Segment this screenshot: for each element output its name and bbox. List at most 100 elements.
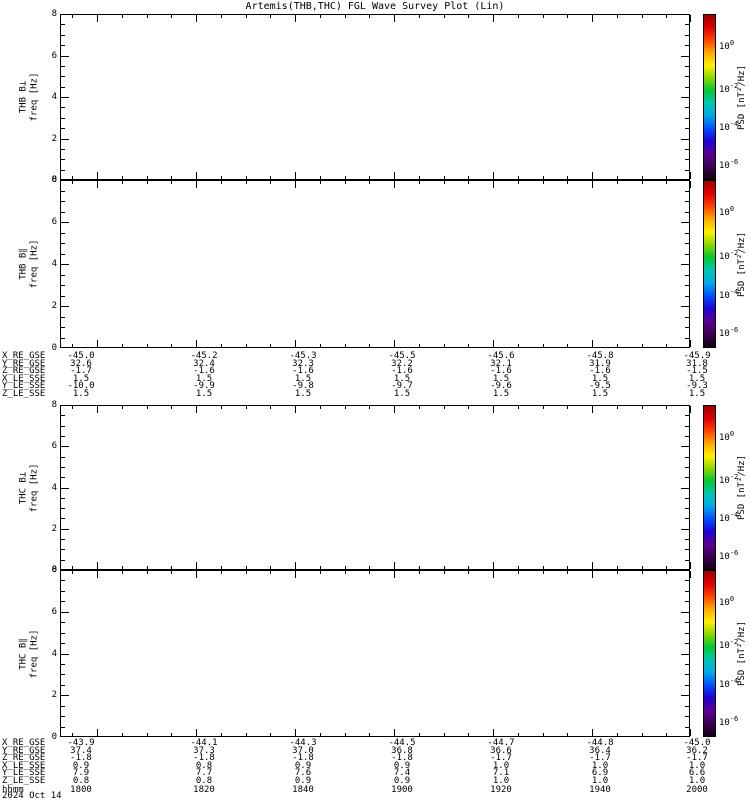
x-minor-tick [146,15,148,18]
colorbar-tick-label: 100 [719,595,735,609]
panel-frame [60,570,690,737]
table-cell: 0.8 [195,776,213,786]
x-minor-tick [121,406,123,409]
x-minor-tick [72,15,74,18]
table-cell: 37.4 [70,745,92,756]
colorbar-tick-label: 10-2 [719,82,739,96]
x-minor-tick [270,181,272,184]
y-tick [61,274,65,276]
x-tick [592,571,593,578]
x-minor-tick [121,571,123,574]
table-cell: 7.4 [393,768,411,779]
x-minor-tick [344,733,346,736]
y-tick [61,128,65,130]
x-minor-tick [542,176,544,179]
y-tick-label: 0 [51,343,57,353]
y-tick [681,306,689,307]
x-minor-tick [616,406,618,409]
table-cell: 1.5 [195,389,213,399]
table-cell: 1.5 [591,373,609,384]
table-row-label: Y_LE_SSE [2,381,46,392]
x-minor-tick [171,733,173,736]
time-cell: 1800 [70,784,92,795]
y-tick [61,487,69,489]
x-minor-tick [542,344,544,347]
y-tick [685,243,689,244]
table-cell: 1.0 [492,760,510,771]
x-tick [196,340,197,347]
y-tick [685,316,689,318]
table-cell: 7.7 [195,768,213,779]
x-minor-tick [270,344,272,347]
y-tick [685,128,689,130]
y-tick [61,222,69,223]
y-tick [61,674,65,676]
y-tick [61,695,69,697]
y-tick [61,435,65,437]
y-tick [61,497,65,499]
table-row-label: X_RE_GSE [2,738,46,748]
y-tick [685,86,689,88]
x-tick [97,406,98,413]
colorbar-tick-label: 10-2 [719,248,739,262]
table-cell: 1.0 [492,776,510,786]
table-cell: -9.8 [292,381,314,392]
y-tick [61,425,65,427]
y-tick [61,86,65,88]
x-tick [295,340,296,347]
x-minor-tick [641,176,643,179]
x-minor-tick [468,406,470,409]
x-minor-tick [443,566,445,569]
y-tick [681,528,689,530]
x-minor-tick [369,566,371,569]
x-minor-tick [171,566,173,569]
x-tick [97,340,98,347]
y-tick [61,663,65,665]
table-cell: 32.1 [490,358,512,369]
x-minor-tick [468,344,470,347]
x-tick [295,181,296,188]
y-tick [685,456,689,458]
x-tick [690,562,691,569]
y-tick-label: 6 [51,217,57,227]
y-tick [61,232,65,234]
y-tick [61,632,65,634]
table-cell: 1.0 [688,776,706,786]
x-minor-tick [468,566,470,569]
x-minor-tick [567,566,569,569]
x-minor-tick [146,733,148,736]
x-minor-tick [666,406,668,409]
x-minor-tick [72,571,74,574]
x-minor-tick [468,571,470,574]
x-minor-tick [517,406,519,409]
table-cell: 32.6 [70,358,92,369]
x-minor-tick [319,15,321,18]
x-minor-tick [245,344,247,347]
y-tick [681,653,689,655]
colorbar-tick-label: 10-4 [719,510,739,524]
psd-axis-label: PSD [nT²/Hz] [736,570,750,737]
x-minor-tick [220,566,222,569]
x-minor-tick [666,571,668,574]
y-tick [685,497,689,499]
table-cell: -1.6 [589,366,611,377]
x-minor-tick [121,181,123,184]
table-cell: 0.9 [393,760,411,771]
x-minor-tick [641,571,643,574]
x-minor-tick [121,566,123,569]
y-tick-label: 8 [51,9,57,19]
x-minor-tick [443,181,445,184]
x-tick [295,172,296,179]
x-minor-tick [171,406,173,409]
table-cell: 0.9 [294,776,312,786]
table-cell: -45.2 [190,351,218,361]
y-tick [61,253,65,255]
x-minor-tick [220,176,222,179]
x-minor-tick [245,176,247,179]
y-tick [681,55,689,57]
x-tick [394,729,395,736]
table-row-label: Y_LE_SSE [2,768,46,779]
table-cell: 6.9 [591,768,609,779]
x-minor-tick [517,15,519,18]
table-cell: -45.8 [586,351,614,361]
